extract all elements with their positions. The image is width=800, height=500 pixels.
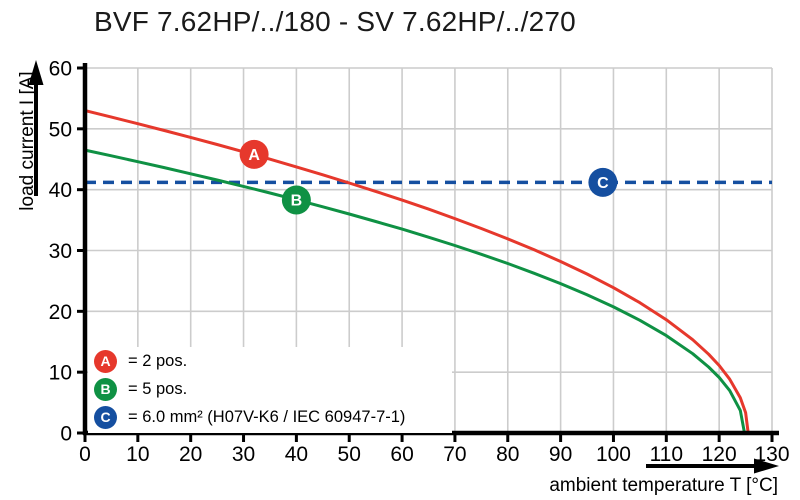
tick-label: A	[248, 147, 260, 164]
series-B-curve	[83, 148, 746, 435]
marker-a-icon	[239, 139, 269, 169]
tick-label: 80	[496, 443, 519, 466]
tick-label: B	[291, 193, 303, 210]
legend: A = 2 pos. B = 5 pos. C = 6.0 mm² (H07V-…	[88, 347, 452, 433]
marker-b-icon	[281, 185, 311, 215]
tick-label: 50	[338, 443, 361, 466]
tick-label: 60	[390, 443, 413, 466]
x-axis-arrow-head-icon	[754, 458, 779, 474]
tick-label: 60	[49, 58, 72, 81]
legend-item-b: B = 5 pos.	[94, 377, 452, 402]
tick-label: 10	[49, 362, 72, 385]
tick-label: 100	[596, 443, 631, 466]
tick-label: 40	[49, 179, 72, 202]
marker-c-icon	[588, 167, 618, 197]
legend-label-a: = 2 pos.	[128, 352, 188, 370]
y-axis-arrow-head-icon	[28, 60, 44, 85]
tick-label: 120	[702, 443, 737, 466]
tick-label: 0	[60, 423, 72, 446]
tick-label: 90	[549, 443, 572, 466]
tick-label: 20	[49, 301, 72, 324]
tick-label: 70	[443, 443, 466, 466]
legend-item-a: A = 2 pos.	[94, 349, 452, 374]
legend-label-b: = 5 pos.	[128, 380, 188, 398]
tick-label: 50	[49, 118, 72, 141]
tick-label: 30	[49, 240, 72, 263]
tick-label: 30	[232, 443, 255, 466]
tick-label: 130	[754, 443, 789, 466]
tick-label: 10	[126, 443, 149, 466]
legend-badge-c-icon: C	[94, 406, 117, 429]
legend-label-c: = 6.0 mm² (H07V-K6 / IEC 60947-7-1)	[128, 408, 406, 426]
legend-badge-b-icon: B	[94, 378, 117, 401]
tick-label: C	[597, 175, 609, 192]
tick-label: 110	[650, 443, 683, 466]
tick-label: 20	[179, 443, 202, 466]
legend-badge-a-icon: A	[94, 350, 117, 373]
tick-label: 0	[79, 443, 91, 466]
series-A-curve	[83, 109, 750, 435]
chart-title: BVF 7.62HP/../180 - SV 7.62HP/../270	[94, 6, 576, 37]
legend-item-c: C = 6.0 mm² (H07V-K6 / IEC 60947-7-1)	[94, 405, 452, 430]
tick-label: 40	[285, 443, 308, 466]
y-axis-label: load current I [A]	[17, 71, 38, 211]
x-axis-label: ambient temperature T [°C]	[549, 475, 778, 496]
